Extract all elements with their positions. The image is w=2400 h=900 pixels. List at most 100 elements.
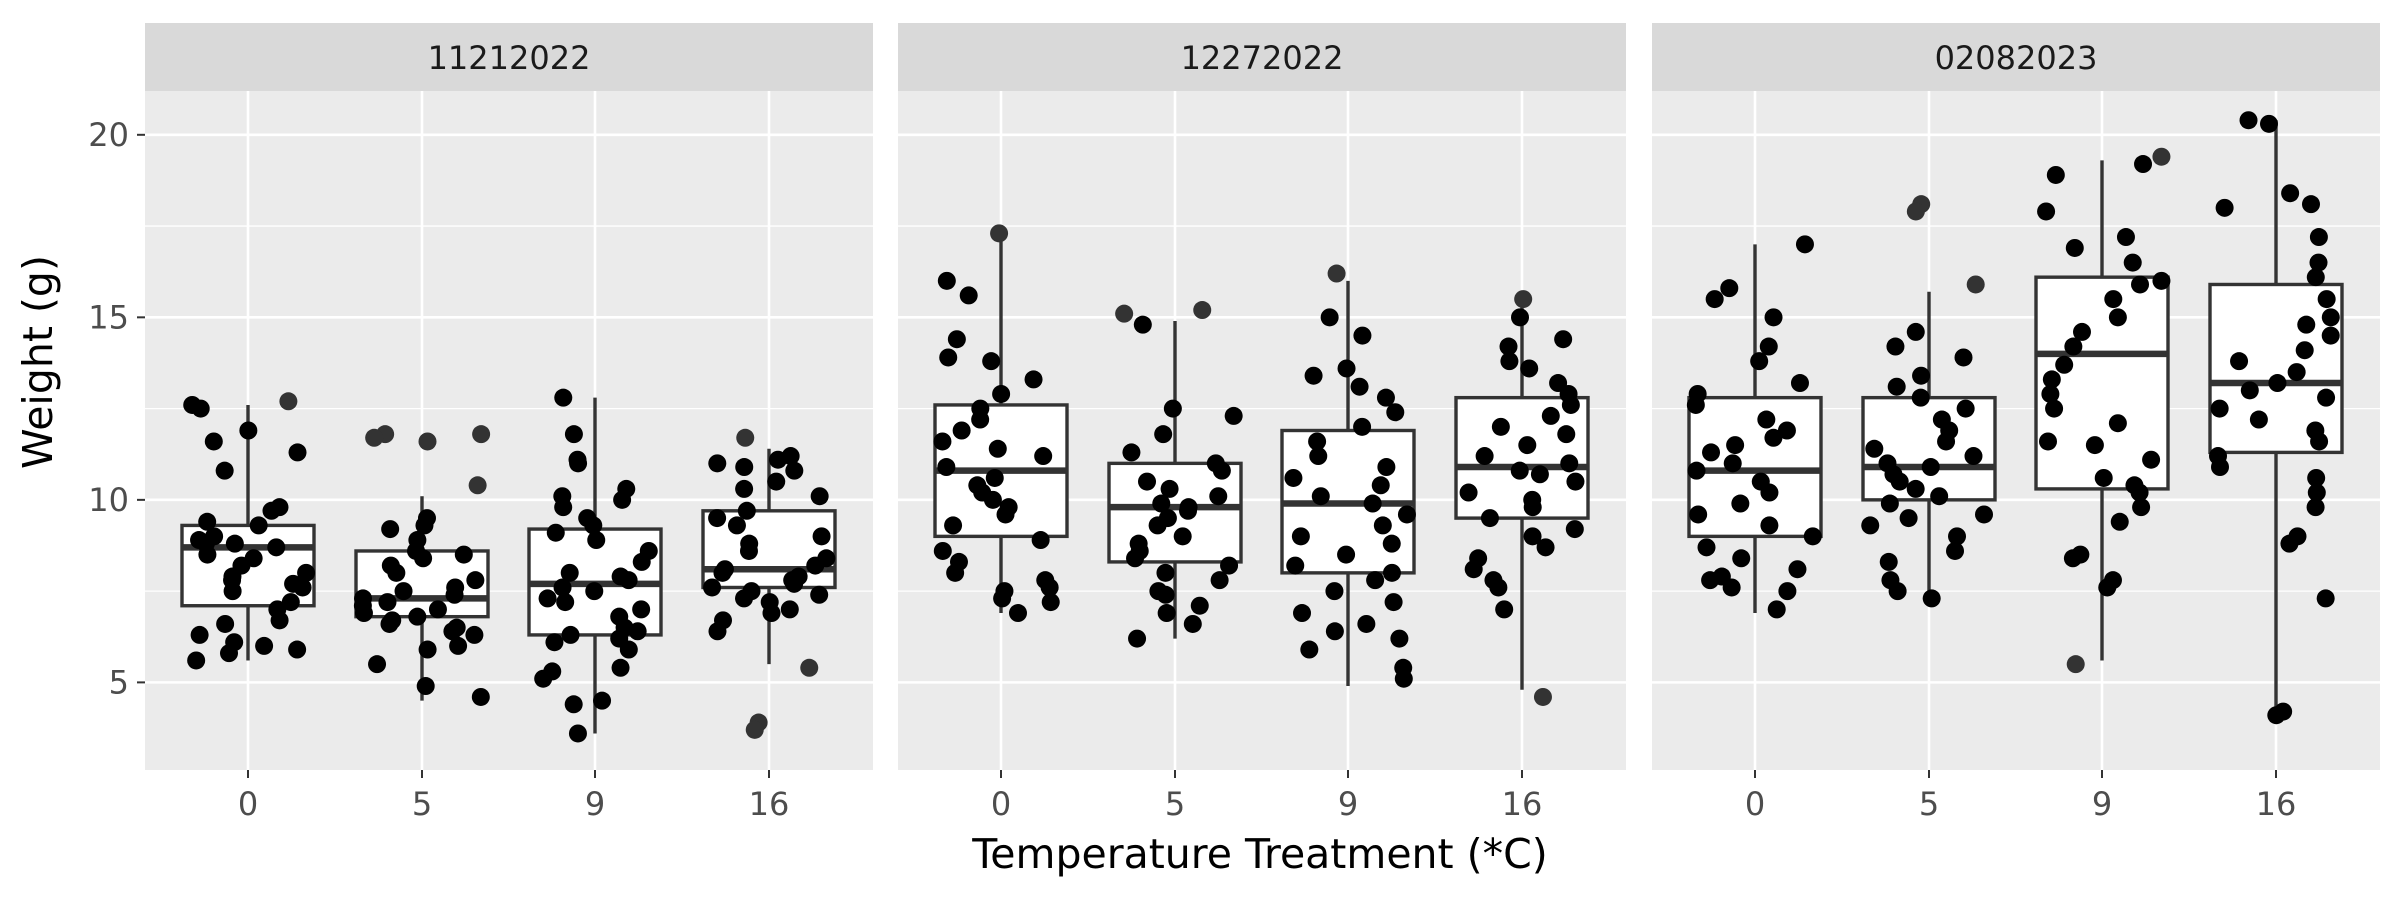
- box-group-5: [353, 425, 491, 706]
- y-axis: 5 10 15 20: [88, 116, 145, 701]
- data-point: [554, 388, 573, 407]
- data-point: [1778, 582, 1797, 601]
- y-tick-label: 5: [109, 663, 129, 701]
- data-point: [944, 516, 963, 535]
- data-point: [255, 636, 274, 655]
- data-point: [1160, 479, 1179, 498]
- outlier-point: [472, 425, 491, 444]
- data-point: [952, 421, 971, 440]
- data-point: [449, 636, 468, 655]
- data-point: [380, 614, 399, 633]
- data-point: [1795, 235, 1814, 254]
- data-point: [2309, 228, 2328, 247]
- data-point: [368, 655, 387, 674]
- data-point: [1390, 629, 1409, 648]
- data-point: [2134, 155, 2153, 174]
- data-point: [1731, 494, 1750, 513]
- data-point: [1133, 315, 1152, 334]
- outlier-point: [1514, 290, 1533, 309]
- data-point: [1311, 487, 1330, 506]
- data-point: [267, 538, 286, 557]
- data-point: [1291, 527, 1310, 546]
- data-point: [810, 585, 829, 604]
- facet-panel: 12272022 0 5 9 16: [898, 23, 1626, 823]
- data-point: [785, 574, 804, 593]
- data-point: [408, 607, 427, 626]
- box-group-0: [180, 392, 316, 670]
- data-point: [1760, 483, 1779, 502]
- data-point: [613, 490, 632, 509]
- data-point: [2037, 202, 2056, 221]
- data-point: [1788, 560, 1807, 579]
- outlier-point: [1115, 304, 1134, 323]
- data-point: [1179, 501, 1198, 520]
- data-point: [993, 589, 1012, 608]
- box-group-16: [1454, 290, 1590, 706]
- data-point: [1224, 406, 1243, 425]
- data-point: [1523, 498, 1542, 517]
- data-point: [2215, 198, 2234, 217]
- data-point: [708, 509, 727, 528]
- data-point: [1489, 578, 1508, 597]
- data-point: [806, 556, 825, 575]
- data-point: [2038, 432, 2057, 451]
- data-point: [1382, 563, 1401, 582]
- data-point: [554, 498, 573, 517]
- facet-strip: [1652, 23, 2380, 91]
- data-point: [216, 614, 235, 633]
- y-tick-label: 20: [88, 116, 129, 154]
- data-point: [2065, 238, 2084, 257]
- outlier-point: [468, 476, 487, 495]
- data-point: [2064, 337, 2083, 356]
- data-point: [534, 669, 553, 688]
- x-tick-label: 9: [2092, 785, 2112, 823]
- data-point: [1126, 549, 1145, 568]
- data-point: [2123, 253, 2142, 272]
- facet-label: 11212022: [428, 39, 591, 77]
- data-point: [1156, 585, 1175, 604]
- x-tick-label: 16: [1502, 785, 1543, 823]
- data-point: [239, 421, 258, 440]
- data-point: [2321, 326, 2340, 345]
- data-point: [1520, 359, 1539, 378]
- data-point: [2317, 388, 2336, 407]
- data-point: [2108, 414, 2127, 433]
- data-point: [1803, 527, 1822, 546]
- data-point: [1209, 487, 1228, 506]
- data-point: [1732, 549, 1751, 568]
- data-point: [1759, 337, 1778, 356]
- data-point: [713, 563, 732, 582]
- data-point: [1948, 527, 1967, 546]
- data-point: [1122, 443, 1141, 462]
- data-point: [2055, 355, 2074, 374]
- facet-panel: 02082023 0 5 9 16: [1652, 23, 2380, 823]
- data-point: [983, 490, 1002, 509]
- data-point: [593, 691, 612, 710]
- data-point: [1530, 465, 1549, 484]
- y-tick-label: 10: [88, 481, 129, 519]
- data-point: [1565, 520, 1584, 539]
- data-point: [1777, 421, 1796, 440]
- data-point: [1956, 399, 1975, 418]
- data-point: [1686, 395, 1705, 414]
- data-point: [708, 454, 727, 473]
- data-point: [2210, 458, 2229, 477]
- data-point: [1954, 348, 1973, 367]
- data-point: [2316, 589, 2335, 608]
- data-point: [1210, 571, 1229, 590]
- data-point: [767, 472, 786, 491]
- data-point: [587, 531, 606, 550]
- data-point: [1906, 479, 1925, 498]
- outlier-point: [365, 428, 384, 447]
- data-point: [2307, 468, 2326, 487]
- data-point: [1566, 472, 1585, 491]
- data-point: [415, 516, 434, 535]
- data-point: [1024, 370, 1043, 389]
- data-point: [1154, 425, 1173, 444]
- data-point: [1701, 571, 1720, 590]
- data-point: [2072, 322, 2091, 341]
- data-point: [2310, 432, 2329, 451]
- data-point: [1353, 326, 1372, 345]
- data-point: [1790, 374, 1809, 393]
